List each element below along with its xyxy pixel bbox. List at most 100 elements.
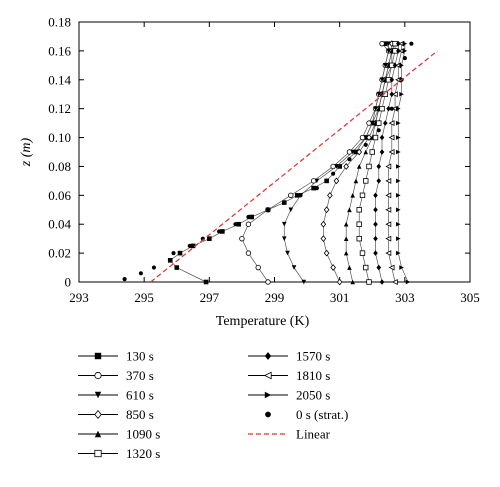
data-point-0-s-strat <box>171 251 176 256</box>
data-point-0-s-strat <box>363 142 368 147</box>
data-point-1810-s <box>385 177 392 184</box>
data-point-1320-s <box>363 178 369 184</box>
data-point-0-s-strat <box>122 277 127 282</box>
data-point-0-s-strat <box>402 56 407 61</box>
legend-marker-0-s-strat <box>265 411 271 418</box>
data-point-1090-s <box>353 178 359 184</box>
x-tick-label: 297 <box>200 290 220 305</box>
series-line-130-s <box>169 43 393 283</box>
data-point-1810-s <box>391 279 398 285</box>
data-point-130-s <box>207 236 212 241</box>
legend-label-130-s: 130 s <box>126 349 154 364</box>
data-point-1090-s <box>343 221 349 227</box>
legend-label-610-s: 610 s <box>126 388 154 403</box>
data-point-1320-s <box>363 264 369 271</box>
series-line-610-s <box>283 43 389 283</box>
data-point-2050-s <box>399 265 404 270</box>
legend-marker-1570-s <box>264 352 272 360</box>
data-point-1090-s <box>363 149 369 155</box>
data-point-2050-s <box>396 106 401 111</box>
data-point-1570-s <box>373 250 378 256</box>
y-tick-label: 0.08 <box>48 159 71 174</box>
y-tick-label: 0.06 <box>48 188 71 203</box>
data-point-1570-s <box>392 62 398 69</box>
x-tick-label: 299 <box>265 290 285 305</box>
data-point-130-s <box>249 214 254 220</box>
data-point-0-s-strat <box>282 200 287 205</box>
legend-marker-2050-s <box>264 391 272 399</box>
series-line-2050-s <box>397 43 409 283</box>
data-point-0-s-strat <box>265 207 271 212</box>
legend-label-1090-s: 1090 s <box>126 427 160 442</box>
y-tick-label: 0.04 <box>48 217 71 232</box>
y-tick-label: 0.02 <box>48 246 71 261</box>
legend-marker-130-s <box>94 352 102 360</box>
data-point-850-s <box>343 163 350 170</box>
data-point-1570-s <box>373 192 378 199</box>
data-point-610-s <box>386 48 391 54</box>
data-point-1090-s <box>347 207 352 213</box>
data-point-2050-s <box>396 250 401 256</box>
data-point-1320-s <box>379 105 385 112</box>
x-tick-label: 301 <box>330 290 350 305</box>
y-tick-label: 0 <box>65 275 72 290</box>
data-point-1810-s <box>385 206 392 213</box>
legend-marker-1090-s <box>94 430 102 438</box>
data-point-610-s <box>291 265 297 270</box>
data-point-130-s <box>190 243 196 249</box>
data-point-2050-s <box>396 193 401 198</box>
y-tick-label: 0.16 <box>48 43 71 58</box>
data-point-370-s <box>245 250 252 256</box>
data-point-1090-s <box>347 265 352 270</box>
data-point-610-s <box>301 279 307 285</box>
data-point-610-s <box>281 236 287 241</box>
legend-label-1570-s: 1570 s <box>296 349 330 364</box>
data-point-850-s <box>323 249 330 257</box>
legend-marker-850-s <box>94 410 102 419</box>
data-point-1320-s <box>366 163 372 170</box>
data-point-1320-s <box>356 207 362 213</box>
legend-label-linear: Linear <box>296 427 331 442</box>
x-tick-label: 295 <box>134 290 154 305</box>
data-point-0-s-strat <box>298 193 303 198</box>
data-point-2050-s <box>396 135 401 140</box>
data-point-130-s <box>311 185 316 191</box>
data-point-0-s-strat <box>331 171 336 176</box>
data-point-2050-s <box>402 41 408 46</box>
data-point-370-s <box>245 221 252 227</box>
data-point-0-s-strat <box>347 157 352 162</box>
data-point-1570-s <box>376 264 382 271</box>
data-point-0-s-strat <box>409 41 414 46</box>
data-point-130-s <box>203 279 209 285</box>
data-point-1810-s <box>385 192 392 199</box>
data-point-0-s-strat <box>376 128 381 133</box>
data-point-0-s-strat <box>246 214 251 220</box>
data-point-610-s <box>314 178 320 184</box>
data-point-1320-s <box>359 250 366 256</box>
data-point-610-s <box>285 250 290 256</box>
legend-label-0-s-strat: 0 s (strat.) <box>296 407 348 422</box>
data-point-130-s <box>177 250 183 256</box>
data-point-850-s <box>330 264 336 271</box>
data-point-850-s <box>333 177 340 185</box>
data-point-1570-s <box>379 279 385 285</box>
y-tick-label: 0.10 <box>48 130 71 145</box>
data-point-1570-s <box>373 207 378 213</box>
data-point-2050-s <box>396 120 401 126</box>
data-point-1810-s <box>385 163 392 170</box>
data-point-370-s <box>239 235 245 242</box>
data-point-610-s <box>369 120 375 126</box>
data-point-130-s <box>382 41 388 46</box>
data-point-610-s <box>281 221 287 227</box>
data-point-2050-s <box>399 91 404 97</box>
data-point-610-s <box>376 91 382 97</box>
data-point-1320-s <box>356 221 362 227</box>
data-point-610-s <box>288 207 294 213</box>
data-point-0-s-strat <box>217 229 222 234</box>
data-point-1570-s <box>382 120 388 126</box>
data-point-610-s <box>379 77 385 83</box>
data-point-2050-s <box>396 178 401 184</box>
data-point-130-s <box>353 149 359 155</box>
x-tick-label: 305 <box>460 290 480 305</box>
